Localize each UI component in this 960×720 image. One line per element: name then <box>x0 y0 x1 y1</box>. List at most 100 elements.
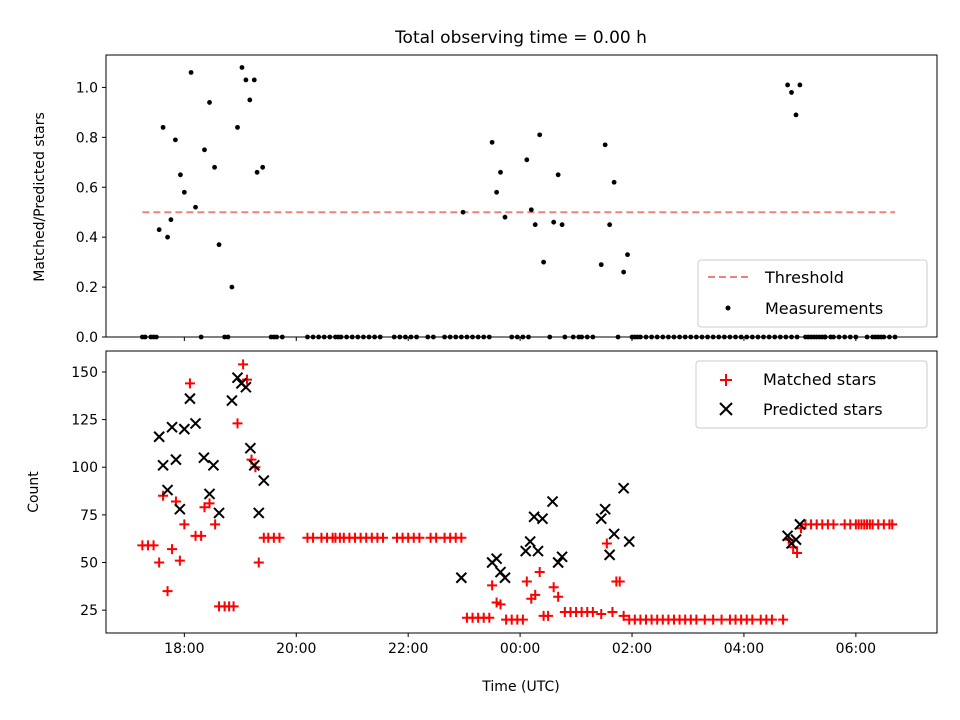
measurement-point <box>251 77 257 83</box>
top-y-tick-label: 0.2 <box>76 280 98 296</box>
matched-point <box>543 610 554 621</box>
matched-point <box>162 586 173 597</box>
measurement-point <box>202 147 207 153</box>
measurement-point <box>494 189 499 195</box>
matched-point <box>596 608 607 619</box>
bottom-x-axis-label: Time (UTC) <box>481 679 559 695</box>
measurement-point <box>207 100 212 105</box>
top-y-tick-label: 0.6 <box>76 180 98 196</box>
measurement-point <box>797 82 803 88</box>
top-panel: Total observing time = 0.00 h Matched/Pr… <box>32 28 938 346</box>
predicted-point <box>253 507 265 519</box>
bottom-plot-frame <box>105 350 938 634</box>
matched-point <box>534 567 545 578</box>
matched-point <box>530 589 541 600</box>
predicted-point <box>603 549 616 561</box>
bottom-x-tick-label: 02:00 <box>612 641 652 657</box>
matched-point <box>601 538 612 549</box>
measurement-point <box>160 124 166 130</box>
matched-point <box>747 614 758 625</box>
measurement-point <box>498 169 503 175</box>
measurement-point <box>188 70 194 75</box>
top-plot-frame <box>105 54 938 338</box>
bottom-y-tick-label: 25 <box>80 603 98 619</box>
matched-point <box>766 614 777 625</box>
matched-point <box>517 614 528 625</box>
matched-point <box>378 532 388 543</box>
series-matched-stars <box>137 359 898 625</box>
predicted-point <box>608 528 620 540</box>
matched-point <box>204 498 215 509</box>
measurement-point <box>528 207 534 213</box>
matched-point <box>548 582 559 593</box>
matched-point <box>691 614 702 625</box>
legend-measurements-label: Measurements <box>765 299 883 318</box>
bottom-axes: 25 50 75 100 125 150 18:00 20:00 22:00 00:00 02:00… <box>71 365 876 657</box>
measurement-point <box>168 217 174 223</box>
predicted-point <box>166 421 178 433</box>
predicted-point <box>455 572 468 584</box>
bottom-x-tick-label: 22:00 <box>388 641 428 657</box>
bottom-x-tick-label: 18:00 <box>164 641 204 657</box>
matched-point <box>495 599 506 610</box>
predicted-point <box>781 530 794 542</box>
legend-predicted-swatch <box>719 402 733 416</box>
predicted-point <box>556 551 568 563</box>
matched-point <box>614 576 625 587</box>
predicted-point <box>532 545 544 557</box>
legend-measurements-swatch <box>725 305 731 311</box>
predicted-point <box>623 535 635 548</box>
matched-point <box>242 374 253 385</box>
measurement-point <box>460 209 466 215</box>
top-y-axis-label: Matched/Predicted stars <box>32 112 48 282</box>
measurement-point <box>532 222 538 228</box>
matched-point <box>828 519 839 530</box>
bottom-x-tick-label: 06:00 <box>836 641 876 657</box>
legend-matched-swatch <box>720 374 732 386</box>
measurement-point <box>489 139 495 145</box>
measurement-point <box>239 65 245 70</box>
measurement-point <box>789 90 794 95</box>
matched-point <box>864 519 875 530</box>
matched-point <box>587 607 598 618</box>
matched-point <box>167 544 178 555</box>
matched-point <box>487 580 498 591</box>
measurement-point <box>165 234 170 240</box>
bottom-y-tick-label: 50 <box>80 556 98 572</box>
bottom-y-axis-label: Count <box>26 471 42 513</box>
predicted-point <box>599 503 611 515</box>
predicted-point <box>198 451 210 464</box>
matched-point <box>253 557 264 568</box>
predicted-point <box>595 512 607 525</box>
predicted-point <box>189 417 202 430</box>
series-predicted-stars <box>153 371 806 584</box>
measurement-point <box>785 82 790 88</box>
matched-point <box>228 601 239 612</box>
predicted-point <box>552 556 564 569</box>
predicted-point <box>524 535 536 548</box>
matched-point <box>887 519 898 530</box>
matched-point <box>274 532 285 543</box>
matched-point <box>792 547 803 558</box>
predicted-point <box>203 488 216 500</box>
bottom-legend: Matched stars Predicted stars <box>695 360 928 429</box>
top-y-tick-label: 0.8 <box>76 130 98 146</box>
matched-point <box>708 614 719 625</box>
predicted-point <box>213 507 225 519</box>
bottom-y-tick-label: 100 <box>71 460 98 476</box>
measurement-point <box>172 137 178 143</box>
measurement-point <box>243 77 249 83</box>
measurement-point <box>555 172 561 178</box>
matched-point <box>553 591 564 602</box>
top-y-tick-label: 1.0 <box>76 80 98 96</box>
measurement-point <box>611 179 617 185</box>
measurement-point <box>602 142 608 148</box>
predicted-point <box>174 503 186 515</box>
matched-point <box>154 557 165 568</box>
predicted-point <box>258 474 270 487</box>
matched-point <box>238 359 249 370</box>
matched-point <box>184 378 195 389</box>
measurement-point <box>551 219 557 225</box>
legend-predicted-label: Predicted stars <box>763 400 883 419</box>
